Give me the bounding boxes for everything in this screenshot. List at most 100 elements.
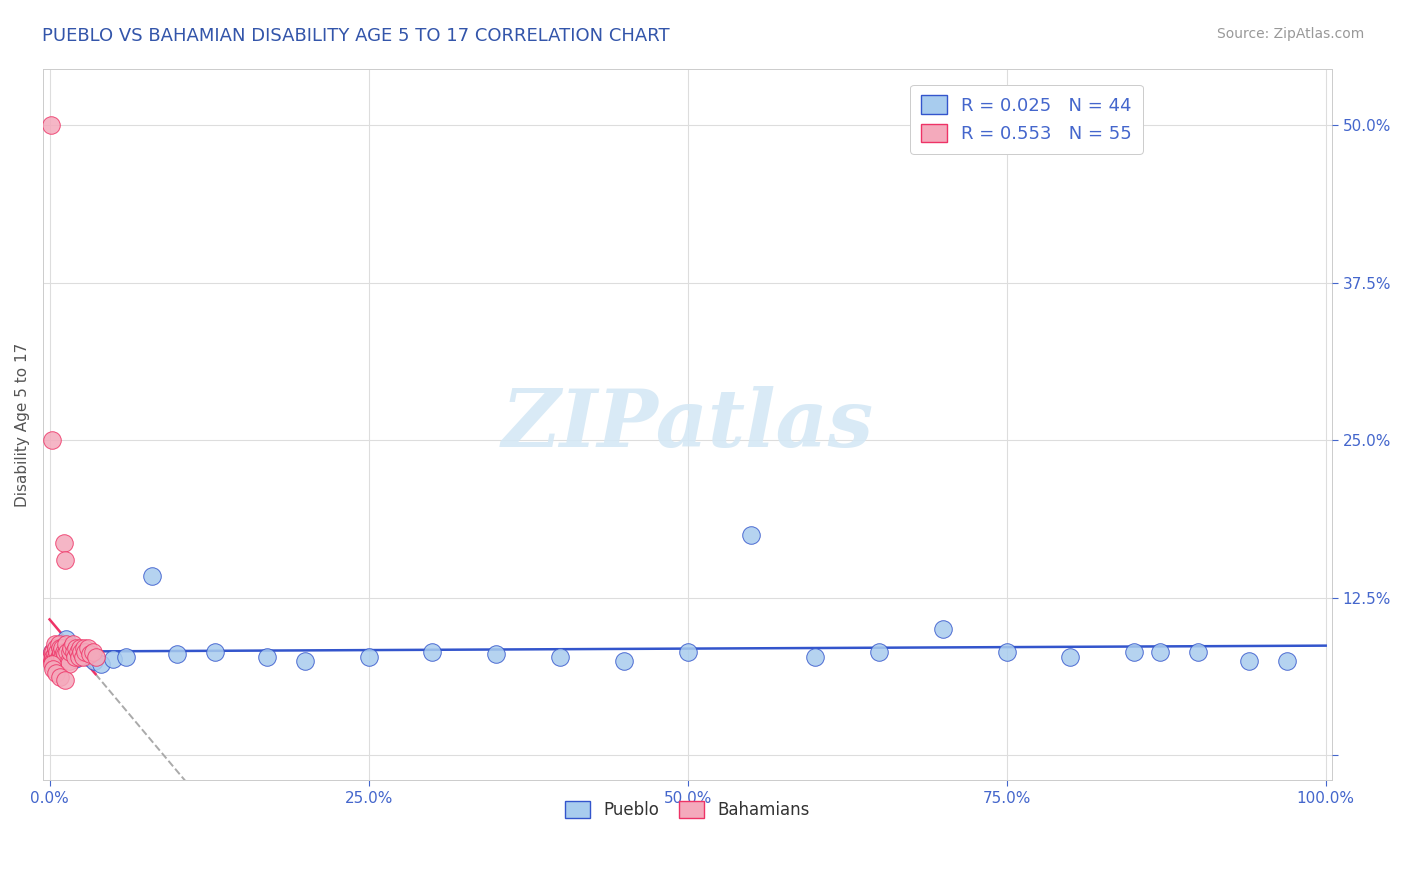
Point: [294, 654, 316, 668]
Point: [1149, 645, 1171, 659]
Point: [1277, 654, 1299, 668]
Point: [49, 645, 72, 659]
Point: [45, 657, 67, 672]
Point: [932, 622, 955, 636]
Point: [48, 649, 70, 664]
Point: [548, 649, 571, 664]
Text: Source: ZipAtlas.com: Source: ZipAtlas.com: [1216, 27, 1364, 41]
Point: [1237, 654, 1260, 668]
Point: [76, 649, 98, 664]
Point: [63, 649, 86, 664]
Point: [48, 637, 70, 651]
Point: [46, 654, 69, 668]
Text: PUEBLO VS BAHAMIAN DISABILITY AGE 5 TO 17 CORRELATION CHART: PUEBLO VS BAHAMIAN DISABILITY AGE 5 TO 1…: [42, 27, 669, 45]
Point: [56, 645, 79, 659]
Point: [204, 645, 226, 659]
Point: [53, 648, 76, 662]
Point: [39, 649, 62, 664]
Point: [53, 673, 76, 687]
Point: [62, 649, 84, 664]
Text: ZIPatlas: ZIPatlas: [502, 385, 873, 463]
Point: [1059, 649, 1081, 664]
Point: [256, 649, 278, 664]
Point: [42, 654, 65, 668]
Point: [46, 645, 69, 659]
Point: [740, 527, 762, 541]
Point: [45, 666, 67, 681]
Point: [52, 640, 75, 655]
Point: [53, 553, 76, 567]
Point: [485, 648, 508, 662]
Point: [42, 649, 65, 664]
Point: [67, 649, 90, 664]
Point: [70, 645, 93, 659]
Point: [51, 649, 73, 664]
Point: [49, 645, 72, 659]
Point: [52, 645, 75, 659]
Point: [75, 645, 97, 659]
Point: [41, 654, 63, 668]
Point: [103, 652, 125, 666]
Point: [46, 654, 69, 668]
Point: [82, 645, 104, 659]
Point: [69, 640, 91, 655]
Point: [42, 645, 65, 659]
Point: [42, 652, 65, 666]
Point: [676, 645, 699, 659]
Point: [60, 640, 83, 655]
Point: [83, 654, 105, 668]
Point: [51, 640, 73, 655]
Point: [41, 645, 63, 659]
Point: [55, 632, 77, 647]
Point: [52, 536, 75, 550]
Point: [90, 657, 112, 672]
Point: [357, 649, 380, 664]
Point: [115, 649, 138, 664]
Point: [44, 648, 66, 662]
Point: [42, 662, 65, 676]
Point: [63, 652, 86, 666]
Point: [58, 657, 80, 672]
Point: [141, 569, 163, 583]
Point: [49, 649, 72, 664]
Point: [422, 645, 444, 659]
Point: [44, 637, 66, 651]
Point: [49, 649, 72, 664]
Point: [55, 637, 77, 651]
Point: [1123, 645, 1146, 659]
Point: [58, 654, 80, 668]
Point: [613, 654, 636, 668]
Point: [76, 640, 98, 655]
Point: [84, 649, 107, 664]
Point: [49, 654, 72, 668]
Point: [45, 649, 67, 664]
Y-axis label: Disability Age 5 to 17: Disability Age 5 to 17: [15, 343, 30, 507]
Point: [44, 654, 66, 668]
Point: [66, 645, 89, 659]
Point: [995, 645, 1018, 659]
Point: [45, 640, 67, 655]
Point: [70, 645, 93, 659]
Point: [49, 640, 72, 655]
Point: [63, 645, 86, 659]
Point: [51, 648, 73, 663]
Point: [62, 637, 84, 651]
Point: [41, 645, 63, 659]
Point: [49, 670, 72, 684]
Point: [73, 640, 96, 655]
Point: [166, 648, 188, 662]
Point: [45, 640, 67, 655]
Point: [53, 648, 76, 662]
Point: [804, 649, 827, 664]
Point: [41, 433, 63, 447]
Legend: Pueblo, Bahamians: Pueblo, Bahamians: [558, 794, 817, 825]
Point: [58, 645, 80, 659]
Point: [868, 645, 890, 659]
Point: [48, 648, 70, 662]
Point: [59, 645, 82, 659]
Point: [1187, 645, 1209, 659]
Point: [65, 640, 87, 655]
Point: [79, 648, 101, 662]
Point: [39, 649, 62, 664]
Point: [39, 118, 62, 132]
